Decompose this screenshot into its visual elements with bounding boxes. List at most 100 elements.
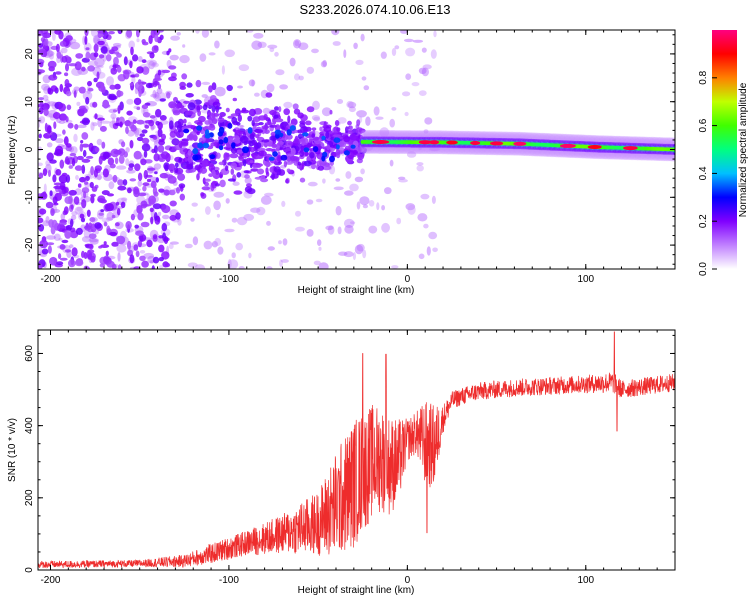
x-tick-label: -100 [219,274,239,285]
scatter-peak [227,122,233,129]
scatter-blob [225,152,230,158]
noise-blob [142,41,149,46]
noise-speckle [433,30,437,38]
noise-speckle [362,249,367,259]
scatter-blob [266,155,270,163]
noise-speckle [231,217,238,223]
noise-blob [149,115,156,119]
noise-blob [128,166,134,171]
scatter-blob [297,129,303,134]
noise-speckle [345,171,352,179]
scatter-blob [178,183,186,189]
noise-blob [83,191,87,199]
noise-speckle [306,66,315,74]
noise-blob [65,35,73,42]
noise-blob [50,225,56,235]
noise-speckle [407,204,416,215]
noise-blob [100,83,104,90]
noise-blob [38,224,45,232]
noise-blob [75,53,84,59]
scatter-blob [265,148,274,152]
noise-speckle [428,231,438,240]
noise-speckle [430,49,437,59]
noise-speckle [279,84,288,90]
scatter-blob [286,168,291,173]
noise-blob [154,171,158,175]
noise-speckle [238,64,250,72]
noise-blob [159,115,167,121]
noise-blob [116,65,122,73]
noise-speckle [96,174,102,181]
scatter-peak [286,129,292,136]
noise-blob [46,242,55,246]
noise-speckle [400,30,409,34]
noise-speckle [75,175,79,180]
noise-blob [129,139,134,149]
scatter-blob [198,115,206,123]
noise-blob [39,239,48,249]
scatter-blob [186,134,196,141]
noise-blob [68,124,73,128]
noise-blob [117,179,124,186]
noise-speckle [306,229,314,237]
scatter-blob [258,122,264,126]
noise-speckle [269,47,275,53]
noise-speckle [253,32,264,39]
scatter-blob [251,119,255,127]
scatter-blob [355,127,364,135]
noise-speckle [318,246,322,251]
noise-speckle [375,116,384,120]
noise-blob [58,103,66,112]
scatter-blob [249,133,255,140]
noise-blob [137,212,144,221]
scatter-blob [243,170,250,174]
noise-blob [143,169,148,180]
scatter-blob [277,141,284,146]
noise-blob [161,205,171,214]
noise-speckle [251,79,255,87]
scatter-blob [357,145,363,152]
colorbar-tick-label: 0.8 [698,70,709,84]
scatter-blob [273,166,281,173]
noise-speckle [169,241,179,245]
noise-speckle [92,122,98,127]
noise-speckle [139,250,146,254]
noise-blob [163,162,170,170]
colorbar: 0.0 0.2 0.4 0.6 0.8 Normalized spectral ampl… [698,30,749,276]
noise-speckle [201,81,211,85]
noise-speckle [221,65,225,75]
noise-speckle [331,30,340,36]
noise-blob [152,256,160,264]
noise-blob [107,157,115,166]
noise-blob [84,181,89,185]
noise-blob [142,111,151,118]
noise-blob [135,230,144,236]
noise-speckle [420,193,430,200]
noise-speckle [199,53,207,62]
noise-blob [38,172,44,179]
noise-speckle [411,82,420,87]
noise-speckle [380,51,387,59]
scatter-blob [271,172,275,180]
scatter-peak [242,146,249,154]
noise-blob [92,101,98,108]
noise-blob [163,236,169,244]
scatter-blob [261,125,270,130]
scatter-blob [219,179,226,188]
scatter-peak [197,142,203,149]
noise-blob [97,33,104,38]
noise-speckle [417,213,428,222]
noise-speckle [254,92,260,97]
y-tick-label: -10 [24,190,35,205]
noise-blob [115,222,120,227]
noise-speckle [405,203,416,211]
noise-speckle [295,210,301,217]
scatter-blob [306,106,315,113]
noise-speckle [389,159,394,167]
scatter-blob [186,82,193,88]
noise-blob [100,244,110,249]
scatter-blob [237,114,242,122]
noise-speckle [108,181,115,190]
scatter-blob [187,155,194,163]
scatter-blob [175,187,181,194]
